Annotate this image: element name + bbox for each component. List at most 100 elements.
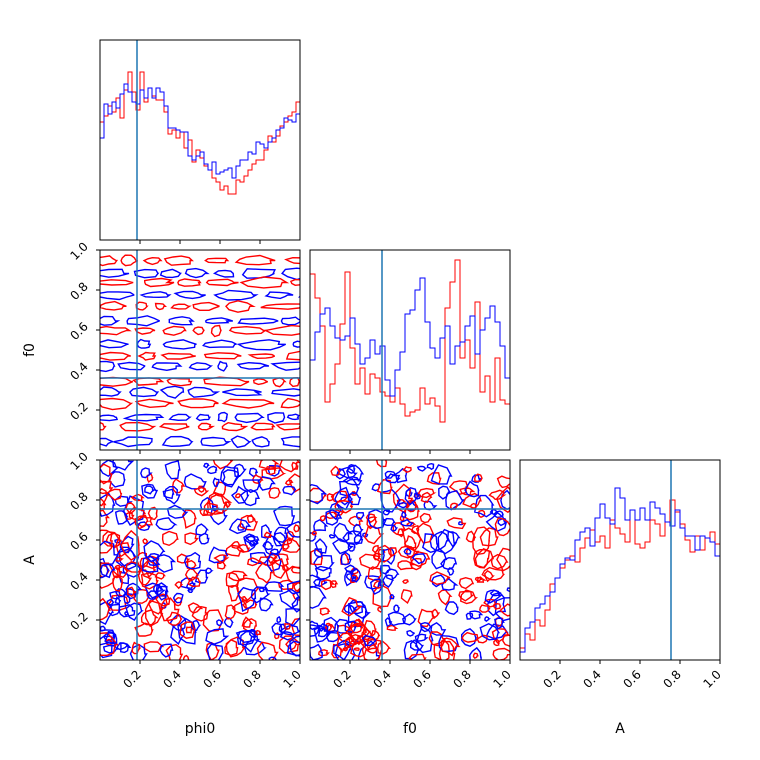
contour-line (440, 637, 461, 657)
contour-line (100, 437, 114, 447)
contour-line (199, 508, 209, 517)
contour-line (100, 529, 113, 554)
contour-line (430, 621, 447, 636)
contour-line (401, 510, 407, 518)
contour-line (286, 538, 293, 545)
contour-line (106, 594, 129, 611)
contour-line (100, 557, 110, 579)
contour-line (275, 423, 300, 431)
histogram-step-series-1 (520, 487, 720, 660)
contour-line (195, 413, 212, 422)
contour-line (100, 360, 116, 373)
contour-line (143, 641, 165, 653)
contour-line (476, 634, 489, 644)
contour-line (135, 301, 149, 311)
contour-line (132, 377, 165, 386)
contour-line (430, 464, 453, 485)
contour-line (406, 521, 417, 527)
y-ticks (96, 249, 100, 411)
contour-line (448, 480, 469, 496)
contour-line (187, 588, 194, 593)
contour-line (387, 547, 398, 558)
contour-line (161, 435, 194, 448)
contour-line (479, 623, 501, 641)
contour-line (447, 567, 455, 576)
x-axis-label-f0: f0 (403, 721, 417, 737)
contour-line (291, 596, 300, 613)
contour-line (390, 524, 398, 533)
contour-line (141, 483, 159, 499)
contour-line (347, 542, 356, 552)
contour-line (318, 649, 330, 657)
contour-line (429, 530, 449, 552)
contour-line (172, 478, 186, 494)
contour-line (170, 623, 186, 646)
contour-line (184, 568, 200, 582)
panel-frame (99, 249, 301, 451)
contour-line (258, 587, 266, 593)
contour-line (137, 569, 153, 586)
contour-line (323, 616, 340, 633)
contour-line (488, 489, 507, 501)
contour-line (120, 529, 140, 562)
contour-line (213, 554, 230, 564)
contour-line (420, 491, 433, 503)
contour-line (419, 512, 432, 524)
contour-line (414, 633, 429, 642)
contour-line (270, 558, 288, 579)
contour-line (313, 548, 324, 558)
panel-frame (519, 459, 721, 661)
contour-line (265, 466, 277, 476)
contour-line (350, 641, 370, 658)
contour-line (100, 376, 134, 387)
contour-line (365, 513, 378, 524)
contour-line (446, 517, 467, 530)
contour-line (225, 300, 256, 313)
contour-line (191, 605, 209, 622)
contour-line (209, 507, 228, 526)
contour-line (161, 530, 179, 547)
contour-line (182, 509, 197, 529)
contour-line (140, 572, 159, 590)
contour-line (259, 597, 274, 612)
contour-line (419, 621, 433, 633)
contour-line (100, 397, 134, 411)
contour-line (162, 325, 187, 336)
contour-line (197, 485, 206, 493)
contour-line (384, 470, 397, 479)
contour-line (264, 291, 294, 300)
contour-line (483, 598, 497, 608)
contour-line (105, 532, 122, 549)
contour-line (106, 598, 115, 606)
panel-hist-f0 (309, 249, 511, 454)
contour-line (100, 563, 116, 579)
contour-line (433, 639, 450, 660)
contour-line (158, 423, 190, 432)
contour-line (397, 560, 415, 571)
contour-line (325, 632, 343, 643)
contour-line (402, 465, 412, 473)
contour-line (137, 351, 157, 361)
contour-line (348, 599, 365, 615)
contour-line (285, 350, 300, 361)
contour-line (217, 411, 229, 423)
contour-line (192, 326, 206, 336)
contour-line (310, 574, 322, 588)
contour-line (273, 505, 296, 527)
contour-line (293, 524, 300, 533)
contour-line (234, 254, 276, 266)
contour-line (202, 502, 220, 516)
contour-line (125, 501, 138, 515)
contour-line (461, 631, 480, 643)
contour-line (126, 586, 136, 598)
contour-line (334, 499, 354, 514)
contour-line (444, 601, 459, 616)
contour-line (168, 316, 195, 326)
contour-line (279, 460, 300, 473)
contour-line (278, 635, 300, 654)
contours-phi0-A (100, 460, 300, 660)
contour-line (325, 509, 343, 526)
truth-lines-phi0-A (100, 460, 300, 660)
contour-line (382, 517, 396, 527)
contour-line (310, 643, 323, 660)
